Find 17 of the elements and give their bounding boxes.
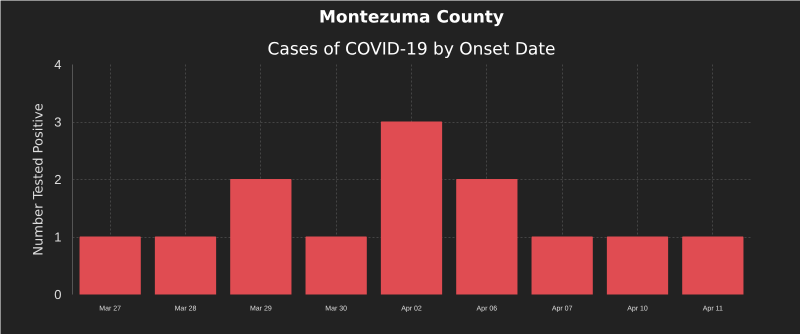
bar [230,179,292,294]
bar [80,236,141,294]
bar [606,236,668,294]
bar [154,236,216,294]
bar [306,236,367,294]
chart-subtitle: Cases of COVID-19 by Onset Date [268,40,556,60]
bar [682,236,744,294]
y-tick-label: 0 [54,287,62,302]
y-axis-title: Number Tested Positive [31,103,46,256]
y-tick-label: 2 [54,172,62,187]
y-tick-label: 3 [54,114,62,130]
bar [532,236,593,294]
y-tick-label: 1 [54,230,62,244]
y-tick-label: 4 [54,57,62,72]
chart-title: Montezuma County [318,8,504,28]
bar [380,122,442,294]
bar [456,179,518,294]
